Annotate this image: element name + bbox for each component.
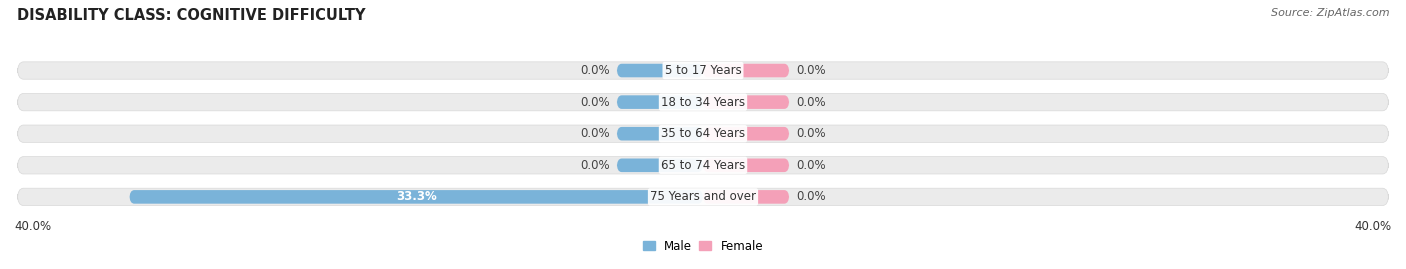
Text: 0.0%: 0.0%	[581, 127, 610, 140]
Text: 18 to 34 Years: 18 to 34 Years	[661, 95, 745, 109]
FancyBboxPatch shape	[703, 95, 789, 109]
FancyBboxPatch shape	[617, 95, 703, 109]
FancyBboxPatch shape	[703, 158, 789, 172]
Text: 40.0%: 40.0%	[1355, 220, 1392, 233]
Text: 0.0%: 0.0%	[796, 95, 825, 109]
Text: 65 to 74 Years: 65 to 74 Years	[661, 159, 745, 172]
Legend: Male, Female: Male, Female	[643, 240, 763, 253]
FancyBboxPatch shape	[17, 157, 1389, 174]
Text: 75 Years and over: 75 Years and over	[650, 190, 756, 203]
Text: 0.0%: 0.0%	[796, 64, 825, 77]
FancyBboxPatch shape	[17, 62, 1389, 79]
FancyBboxPatch shape	[17, 188, 1389, 206]
FancyBboxPatch shape	[703, 190, 789, 204]
FancyBboxPatch shape	[617, 64, 703, 77]
FancyBboxPatch shape	[617, 158, 703, 172]
Text: 35 to 64 Years: 35 to 64 Years	[661, 127, 745, 140]
Text: 0.0%: 0.0%	[581, 159, 610, 172]
Text: 0.0%: 0.0%	[796, 159, 825, 172]
FancyBboxPatch shape	[17, 93, 1389, 111]
Text: 33.3%: 33.3%	[396, 190, 437, 203]
Text: 0.0%: 0.0%	[581, 95, 610, 109]
Text: 5 to 17 Years: 5 to 17 Years	[665, 64, 741, 77]
Text: Source: ZipAtlas.com: Source: ZipAtlas.com	[1271, 8, 1389, 18]
Text: 0.0%: 0.0%	[581, 64, 610, 77]
FancyBboxPatch shape	[703, 64, 789, 77]
Text: DISABILITY CLASS: COGNITIVE DIFFICULTY: DISABILITY CLASS: COGNITIVE DIFFICULTY	[17, 8, 366, 23]
Text: 0.0%: 0.0%	[796, 190, 825, 203]
Text: 0.0%: 0.0%	[796, 127, 825, 140]
FancyBboxPatch shape	[17, 125, 1389, 142]
FancyBboxPatch shape	[703, 127, 789, 140]
FancyBboxPatch shape	[617, 127, 703, 140]
FancyBboxPatch shape	[129, 190, 703, 204]
Text: 40.0%: 40.0%	[14, 220, 51, 233]
